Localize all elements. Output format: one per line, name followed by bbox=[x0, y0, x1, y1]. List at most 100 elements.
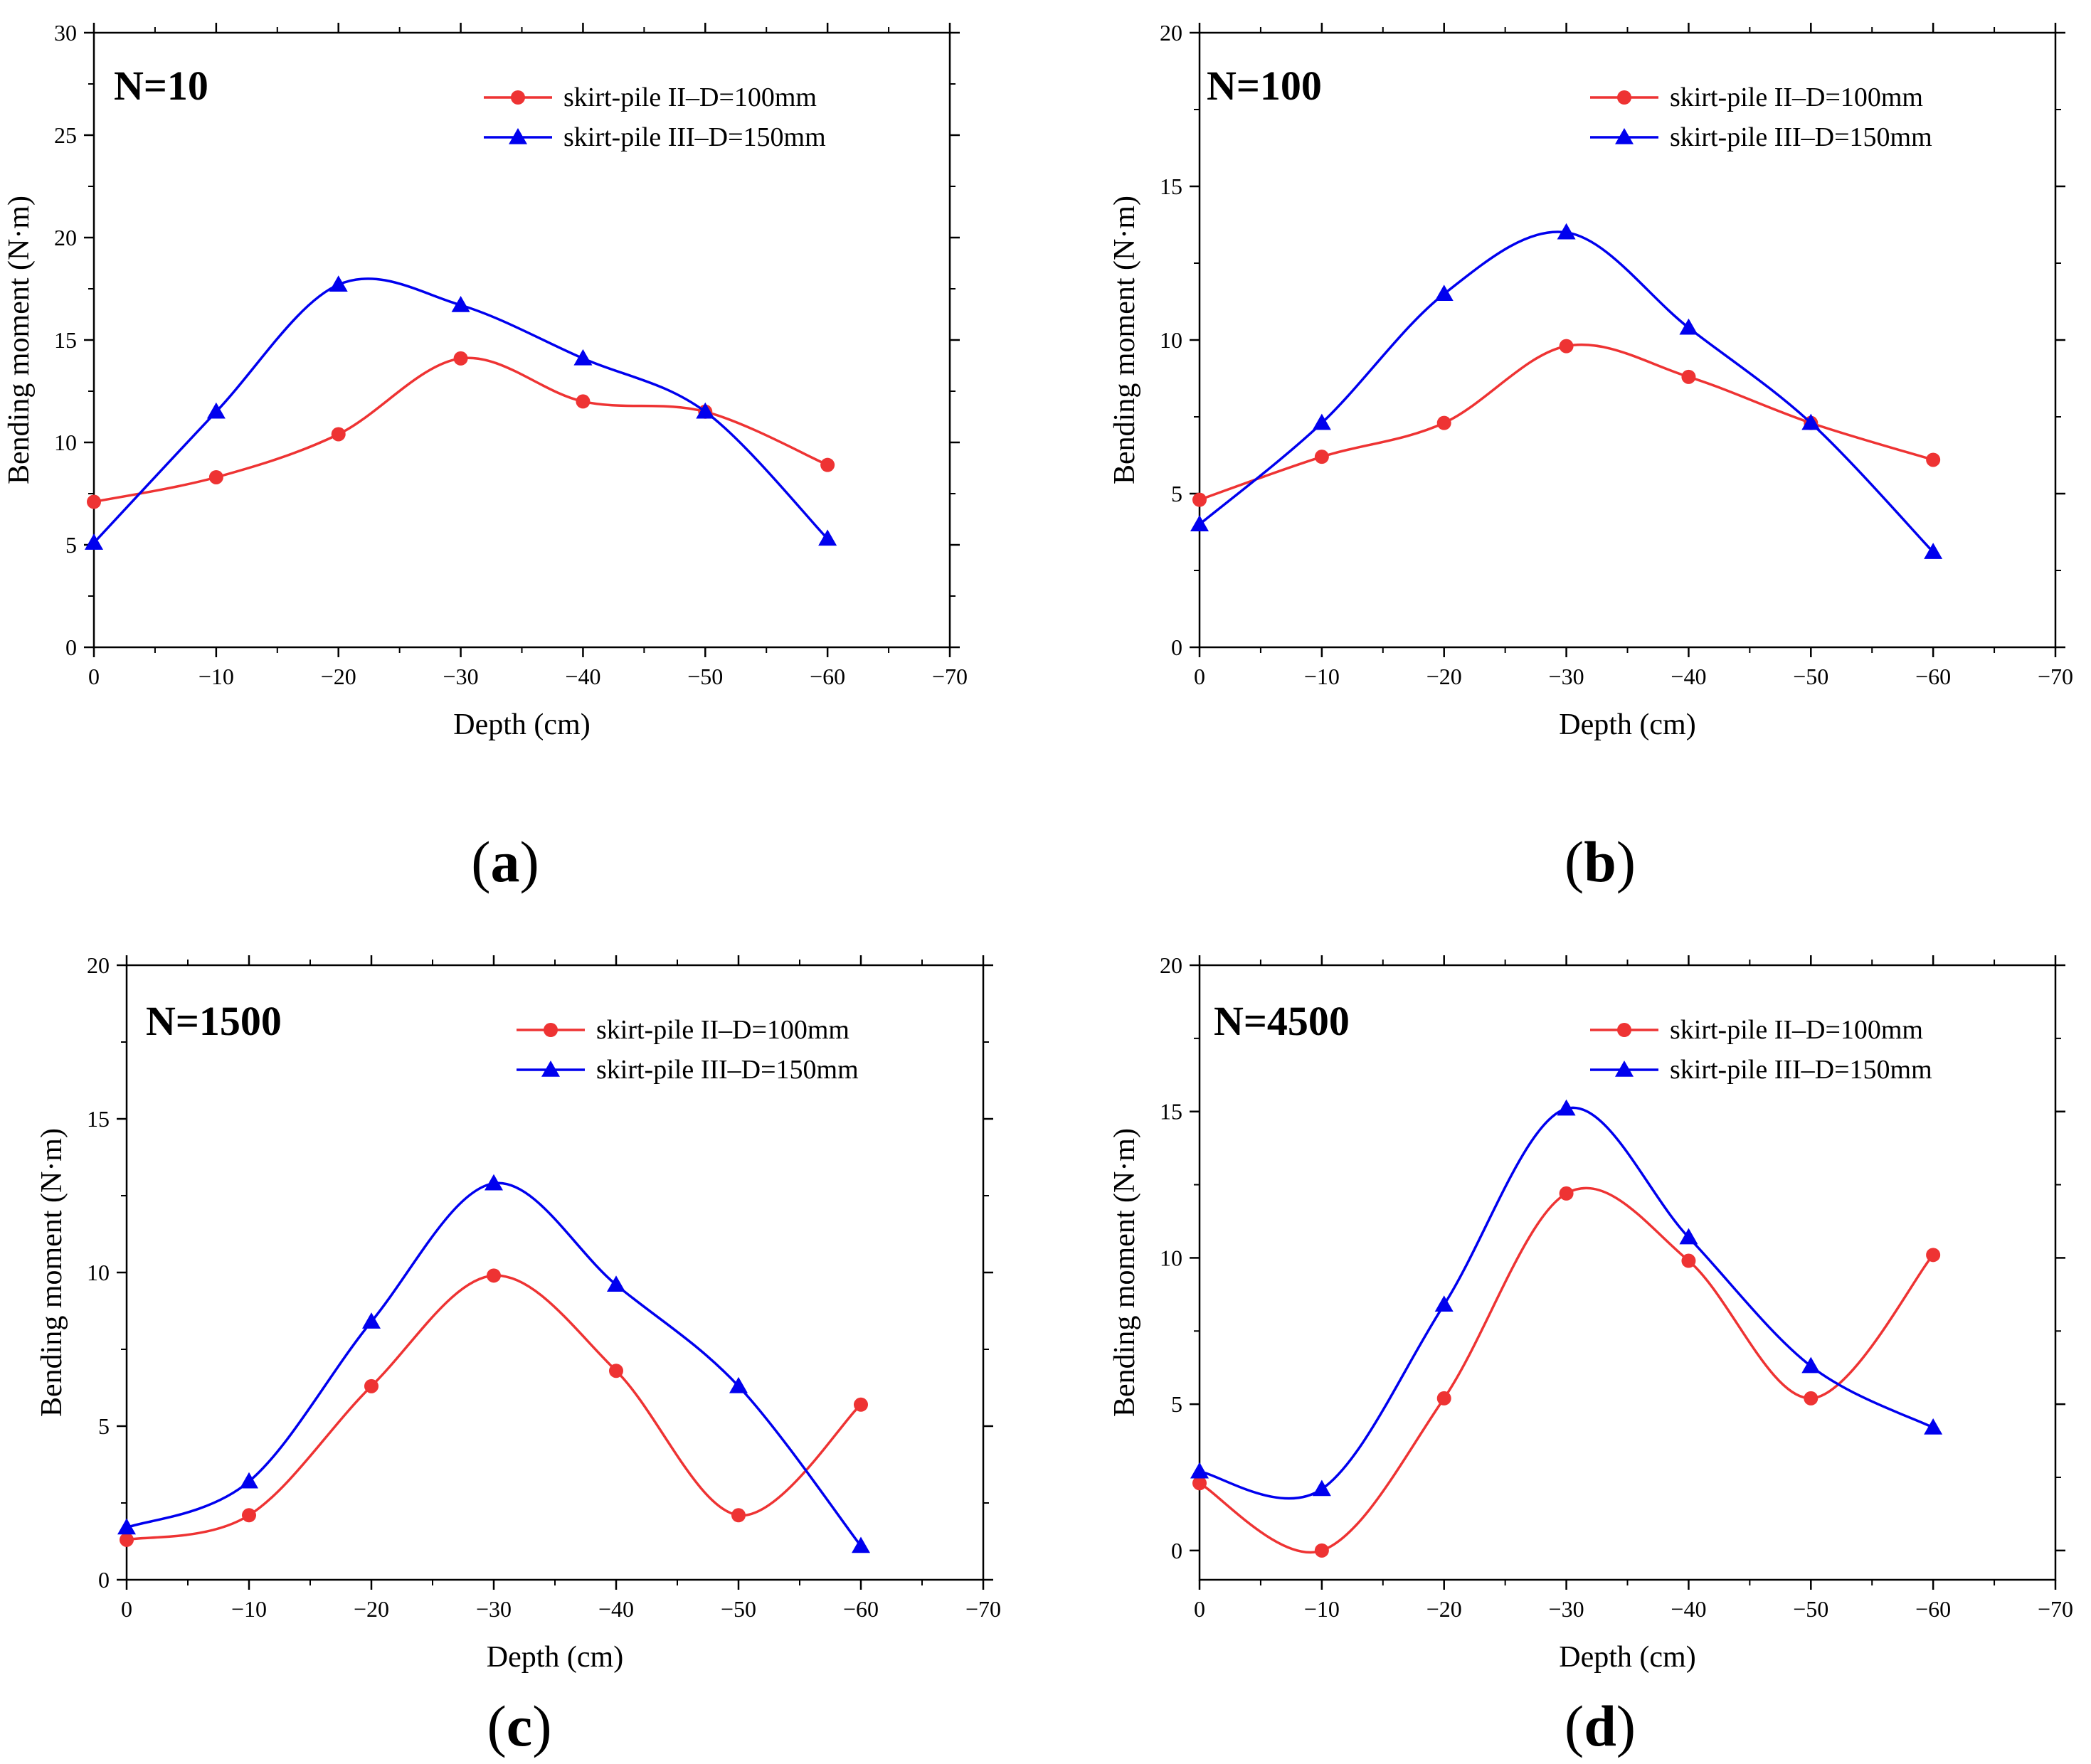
legend-label: skirt-pile III–D=150mm bbox=[1670, 122, 1932, 152]
x-tick-label: −40 bbox=[565, 664, 600, 689]
x-tick-label: −30 bbox=[443, 664, 479, 689]
y-tick-label: 5 bbox=[1171, 1391, 1182, 1417]
series-line-skirt-pile-ii bbox=[1199, 343, 1934, 501]
x-axis-label: Depth (cm) bbox=[1559, 1641, 1695, 1674]
series-line-skirt-pile-iii bbox=[1198, 230, 1934, 553]
x-axis-label: Depth (cm) bbox=[453, 708, 590, 741]
x-tick-label: −60 bbox=[1915, 1596, 1951, 1622]
data-point-circle bbox=[1192, 492, 1207, 507]
x-tick-label: 0 bbox=[1194, 1596, 1205, 1622]
x-axis-label: Depth (cm) bbox=[487, 1641, 623, 1674]
x-tick-label: −20 bbox=[1426, 1596, 1462, 1622]
panel-annotation: N=100 bbox=[1207, 63, 1322, 109]
x-tick-label: −20 bbox=[1426, 664, 1462, 689]
y-tick-label: 10 bbox=[1160, 1245, 1182, 1270]
data-point-triangle bbox=[607, 1275, 625, 1292]
data-point-circle bbox=[1192, 1476, 1207, 1491]
data-point-circle bbox=[1314, 450, 1329, 464]
data-point-triangle bbox=[1557, 223, 1576, 240]
data-point-triangle bbox=[85, 533, 103, 550]
series-line-skirt-pile-ii bbox=[126, 1274, 862, 1541]
data-point-circle bbox=[1436, 1391, 1451, 1406]
x-tick-label: −10 bbox=[231, 1596, 267, 1622]
series-line-skirt-pile-ii bbox=[1199, 1186, 1934, 1554]
caption-a: (a) bbox=[471, 829, 539, 894]
data-point-triangle bbox=[852, 1536, 870, 1553]
legend-marker bbox=[544, 1023, 558, 1037]
data-point-circle bbox=[1559, 1186, 1574, 1201]
series-line-skirt-pile-iii bbox=[1199, 1106, 1934, 1500]
data-point-triangle bbox=[1924, 543, 1943, 559]
x-tick-label: −50 bbox=[721, 1596, 756, 1622]
x-tick-label: −30 bbox=[1549, 1596, 1584, 1622]
data-point-triangle bbox=[206, 402, 226, 419]
data-point-circle bbox=[576, 394, 591, 409]
y-tick-label: 25 bbox=[54, 122, 77, 148]
data-point-triangle bbox=[1801, 1356, 1821, 1374]
chart-panel-b: 0 −10 −20 −30 −40 −50 −60 −70 0 5 10 15 20 Depth (cm)… bbox=[1108, 20, 2073, 741]
x-axis-label: Depth (cm) bbox=[1559, 708, 1695, 741]
data-point-circle bbox=[1314, 1543, 1329, 1558]
y-tick-label: 10 bbox=[1160, 327, 1182, 353]
data-point-circle bbox=[1926, 452, 1941, 467]
x-tick-label: −70 bbox=[965, 1596, 1001, 1622]
legend-marker bbox=[1615, 1061, 1634, 1077]
data-point-circle bbox=[242, 1508, 256, 1523]
y-tick-label: 5 bbox=[65, 532, 77, 558]
data-point-circle bbox=[1804, 1391, 1819, 1406]
data-point-triangle bbox=[1924, 1418, 1943, 1435]
x-tick-label: −70 bbox=[2038, 664, 2073, 689]
data-point-circle bbox=[487, 1268, 501, 1283]
data-point-triangle bbox=[1434, 1295, 1454, 1312]
y-tick-label: 0 bbox=[1171, 1538, 1182, 1563]
y-tick-label: 30 bbox=[54, 20, 77, 46]
chart-panel-a: 0 −10 −20 −30 −40 −50 −60 −70 0 5 10 15 20 25 30 Depth … bbox=[3, 20, 968, 741]
y-tick-label: 0 bbox=[1171, 634, 1182, 660]
x-tick-label: −50 bbox=[1793, 1596, 1828, 1622]
x-tick-label: −60 bbox=[843, 1596, 879, 1622]
data-point-circle bbox=[87, 494, 101, 509]
x-tick-label: −60 bbox=[1915, 664, 1951, 689]
data-point-triangle bbox=[1434, 285, 1454, 301]
x-tick-label: −40 bbox=[1671, 664, 1706, 689]
x-tick-label: −10 bbox=[198, 664, 234, 689]
data-point-triangle bbox=[818, 529, 837, 546]
chart-panel-d: 0 −10 −20 −30 −40 −50 −60 −70 0 5 10 15 20 Depth (cm)… bbox=[1108, 952, 2073, 1674]
y-axis-label: Bending moment (N·m) bbox=[1108, 1128, 1141, 1417]
x-tick-label: 0 bbox=[88, 664, 100, 689]
data-point-triangle bbox=[1679, 318, 1698, 335]
data-point-triangle bbox=[696, 402, 715, 419]
x-tick-label: −60 bbox=[810, 664, 845, 689]
data-point-triangle bbox=[451, 296, 470, 312]
data-point-circle bbox=[609, 1364, 623, 1378]
legend-label: skirt-pile III–D=150mm bbox=[596, 1055, 859, 1085]
y-tick-label: 10 bbox=[87, 1260, 110, 1285]
legend-marker bbox=[511, 90, 525, 105]
x-tick-label: −40 bbox=[598, 1596, 634, 1622]
data-point-circle bbox=[453, 351, 468, 366]
series-line-skirt-pile-iii bbox=[92, 277, 829, 544]
caption-d: (d) bbox=[1564, 1694, 1636, 1758]
panel-annotation: N=4500 bbox=[1214, 998, 1350, 1044]
data-point-circle bbox=[208, 469, 223, 484]
data-point-circle bbox=[331, 427, 346, 442]
y-tick-label: 5 bbox=[98, 1413, 110, 1439]
data-point-circle bbox=[1681, 1253, 1696, 1268]
x-tick-label: −70 bbox=[932, 664, 968, 689]
x-tick-label: −50 bbox=[687, 664, 723, 689]
x-tick-label: −50 bbox=[1793, 664, 1828, 689]
x-tick-label: −20 bbox=[321, 664, 356, 689]
legend-marker bbox=[1617, 1023, 1631, 1037]
x-tick-label: −20 bbox=[354, 1596, 389, 1622]
data-point-triangle bbox=[1557, 1099, 1576, 1116]
legend-label: skirt-pile II–D=100mm bbox=[1670, 1015, 1923, 1045]
panel-annotation: N=10 bbox=[114, 63, 208, 109]
x-tick-label: −10 bbox=[1304, 1596, 1340, 1622]
data-point-circle bbox=[120, 1532, 134, 1547]
x-tick-label: 0 bbox=[121, 1596, 132, 1622]
x-tick-label: −10 bbox=[1304, 664, 1340, 689]
data-point-triangle bbox=[240, 1472, 258, 1489]
y-tick-label: 0 bbox=[65, 634, 77, 660]
x-tick-label: −40 bbox=[1671, 1596, 1706, 1622]
legend-marker bbox=[1617, 90, 1631, 105]
